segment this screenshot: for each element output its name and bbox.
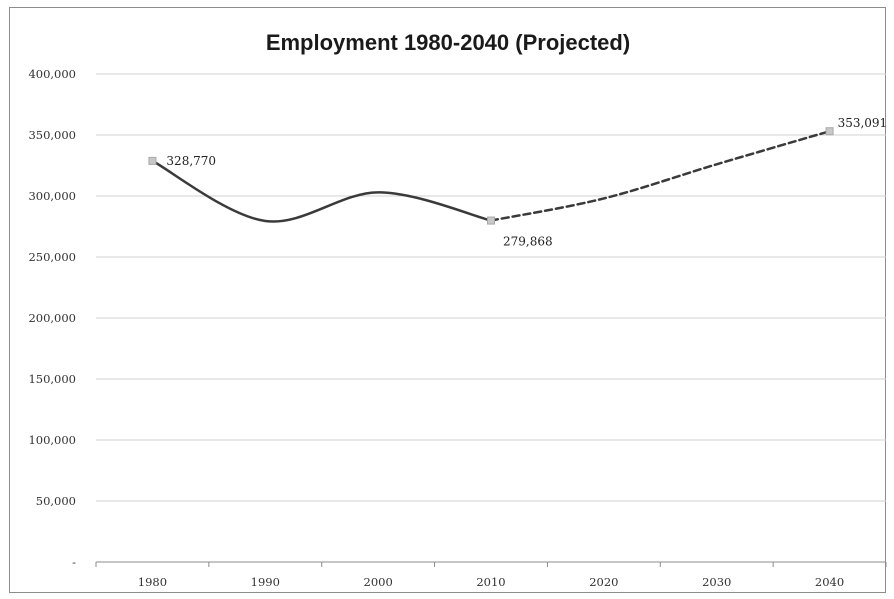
x-tick-label: 2000: [364, 575, 393, 589]
y-tick-label: 400,000: [28, 67, 76, 81]
y-tick-label: 350,000: [28, 128, 76, 142]
x-tick-label: 2030: [702, 575, 731, 589]
x-tick-label: 1980: [138, 575, 167, 589]
x-tick-label: 2020: [589, 575, 618, 589]
y-tick-label: 100,000: [28, 433, 76, 447]
data-label: 328,770: [166, 154, 216, 168]
data-point-marker: [487, 216, 495, 225]
chart-frame: [9, 7, 886, 593]
y-tick-label: 150,000: [28, 372, 76, 386]
data-label: 279,868: [503, 235, 553, 249]
y-tick-label: -: [72, 555, 76, 569]
chart-title: Employment 1980-2040 (Projected): [266, 30, 630, 55]
x-tick-label: 2010: [476, 575, 505, 589]
data-point-marker: [148, 156, 157, 165]
y-tick-label: 300,000: [28, 189, 76, 203]
x-tick-label: 1990: [251, 575, 280, 589]
y-tick-label: 250,000: [28, 250, 76, 264]
data-point-marker: [825, 127, 834, 136]
projected-series-line: [489, 129, 831, 222]
y-tick-label: 50,000: [36, 494, 76, 508]
x-tick-label: 2040: [815, 575, 844, 589]
data-label: 353,091: [838, 116, 888, 130]
y-tick-label: 200,000: [28, 311, 76, 325]
historical-series-line: [151, 159, 493, 223]
